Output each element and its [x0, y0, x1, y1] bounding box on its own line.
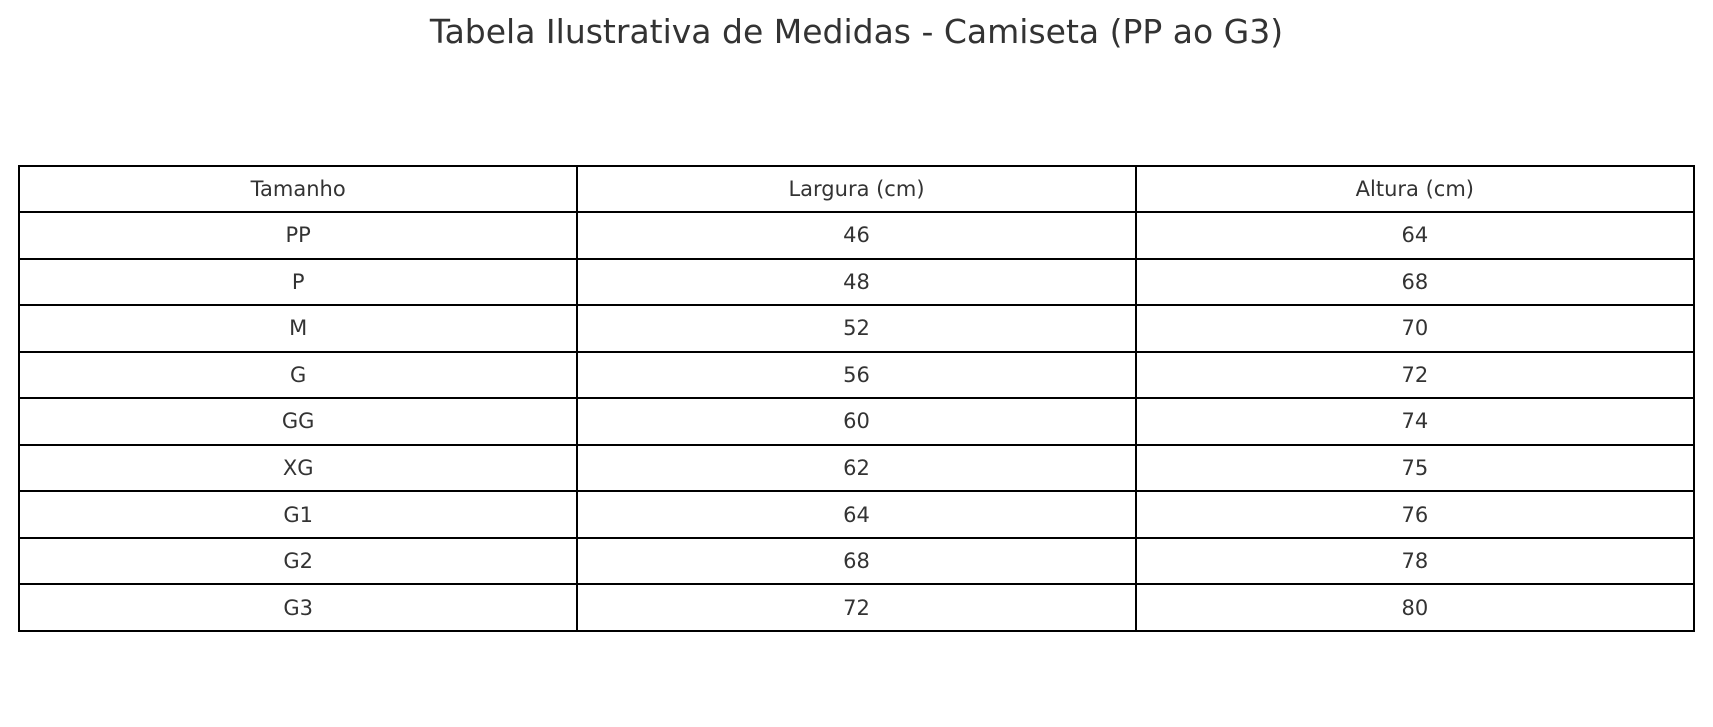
table-cell: G2 — [17, 536, 579, 586]
table-cell: P — [17, 257, 579, 307]
table-row: G 56 72 — [17, 350, 1696, 400]
table-cell: M — [17, 304, 579, 353]
table-cell: 80 — [1134, 583, 1696, 632]
table-cell: 74 — [1134, 397, 1696, 446]
table-header-row: Tamanho Largura (cm) Altura (cm) — [17, 165, 1696, 213]
table-cell: G — [17, 350, 579, 400]
table-cell: 64 — [1134, 211, 1696, 260]
table-row: G1 64 76 — [17, 490, 1696, 539]
page-title: Tabela Ilustrativa de Medidas - Camiseta… — [429, 12, 1284, 51]
table-cell: 76 — [1134, 490, 1696, 539]
table-row: GG 60 74 — [17, 397, 1696, 446]
table-cell: 78 — [1134, 536, 1696, 586]
table-row: G2 68 78 — [17, 536, 1696, 586]
table-row: P 48 68 — [17, 257, 1696, 307]
table-cell: 62 — [576, 443, 1137, 493]
table-cell: 68 — [1134, 257, 1696, 307]
table-cell: 46 — [576, 211, 1137, 260]
table-row: PP 46 64 — [17, 211, 1696, 260]
table-cell: G1 — [17, 490, 579, 539]
table-cell: 56 — [576, 350, 1137, 400]
table-cell: 52 — [576, 304, 1137, 353]
table-cell: GG — [17, 397, 579, 446]
table-row: M 52 70 — [17, 304, 1696, 353]
table-cell: 75 — [1134, 443, 1696, 493]
table-cell: 72 — [1134, 350, 1696, 400]
table-row: G3 72 80 — [17, 583, 1696, 632]
table-cell: 60 — [576, 397, 1137, 446]
table-cell: 48 — [576, 257, 1137, 307]
header-cell-largura: Largura (cm) — [576, 165, 1137, 213]
table-row: XG 62 75 — [17, 443, 1696, 493]
table-cell: 68 — [576, 536, 1137, 586]
table-cell: G3 — [17, 583, 579, 632]
header-cell-altura: Altura (cm) — [1134, 165, 1696, 213]
header-cell-tamanho: Tamanho — [17, 165, 579, 213]
table-cell: 64 — [576, 490, 1137, 539]
table-body: PP 46 64 P 48 68 M 52 70 G 56 72 GG 60 74 XG 62 75 G1 64 76 G… — [17, 211, 1696, 632]
measurements-table: Tamanho Largura (cm) Altura (cm) PP 46 64 P… — [17, 165, 1696, 632]
table-cell: XG — [17, 443, 579, 493]
table-cell: 72 — [576, 583, 1137, 632]
table-cell: 70 — [1134, 304, 1696, 353]
table-cell: PP — [17, 211, 579, 260]
table-header: Tamanho Largura (cm) Altura (cm) — [17, 165, 1696, 213]
